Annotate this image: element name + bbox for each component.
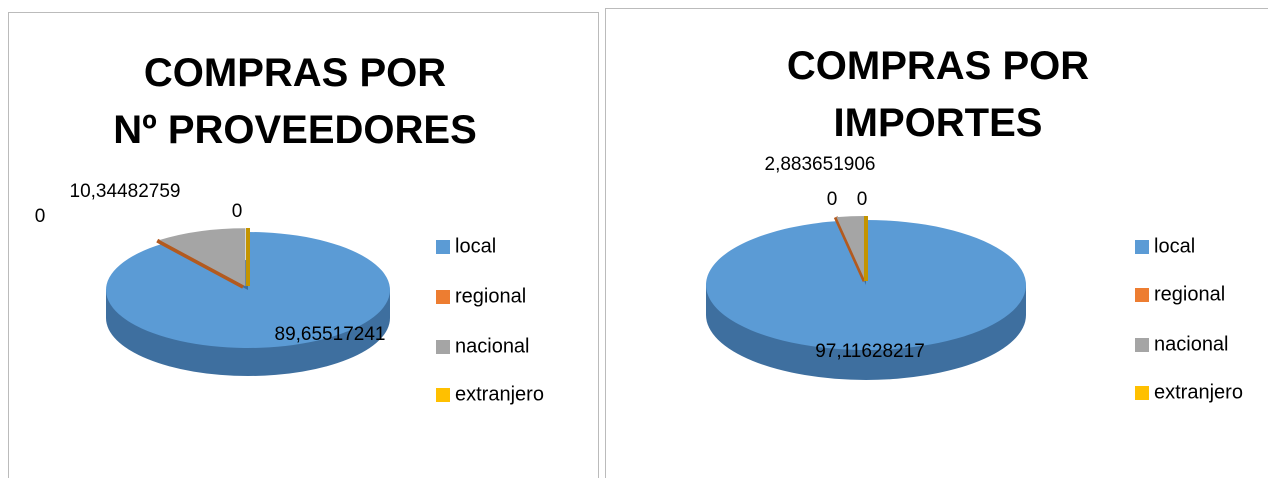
chart-title: COMPRAS POR IMPORTES	[787, 44, 1089, 145]
legend-label: nacional	[455, 335, 530, 357]
pie-slice	[705, 220, 1026, 350]
data-label: 97,11628217	[815, 341, 925, 362]
data-label: 0	[857, 189, 868, 210]
legend-label: regional	[1154, 283, 1225, 305]
data-label: 0	[35, 206, 46, 227]
legend-swatch	[436, 240, 450, 254]
pie-slice	[159, 228, 246, 287]
legend-swatch	[1135, 338, 1149, 352]
legend-label: extranjero	[455, 383, 544, 405]
legend-swatch	[436, 290, 450, 304]
legend-label: local	[1154, 235, 1195, 257]
data-label: 89,65517241	[275, 324, 386, 345]
data-label: 0	[827, 189, 838, 210]
legend-label: extranjero	[1154, 381, 1243, 403]
legend-swatch	[1135, 288, 1149, 302]
data-label: 0	[232, 201, 243, 222]
legend-label: regional	[455, 285, 526, 307]
data-label: 10,34482759	[70, 181, 181, 202]
legend-swatch	[1135, 386, 1149, 400]
legend-label: local	[455, 235, 496, 257]
chart-title: COMPRAS POR Nº PROVEEDORES	[113, 51, 477, 152]
legend-label: nacional	[1154, 333, 1229, 355]
pie-slice	[836, 216, 866, 282]
legend-swatch	[436, 388, 450, 402]
legend-swatch	[436, 340, 450, 354]
data-label: 2,883651906	[765, 154, 876, 175]
pie-slice	[106, 232, 391, 348]
pie-slice	[156, 238, 245, 289]
legend-swatch	[1135, 240, 1149, 254]
